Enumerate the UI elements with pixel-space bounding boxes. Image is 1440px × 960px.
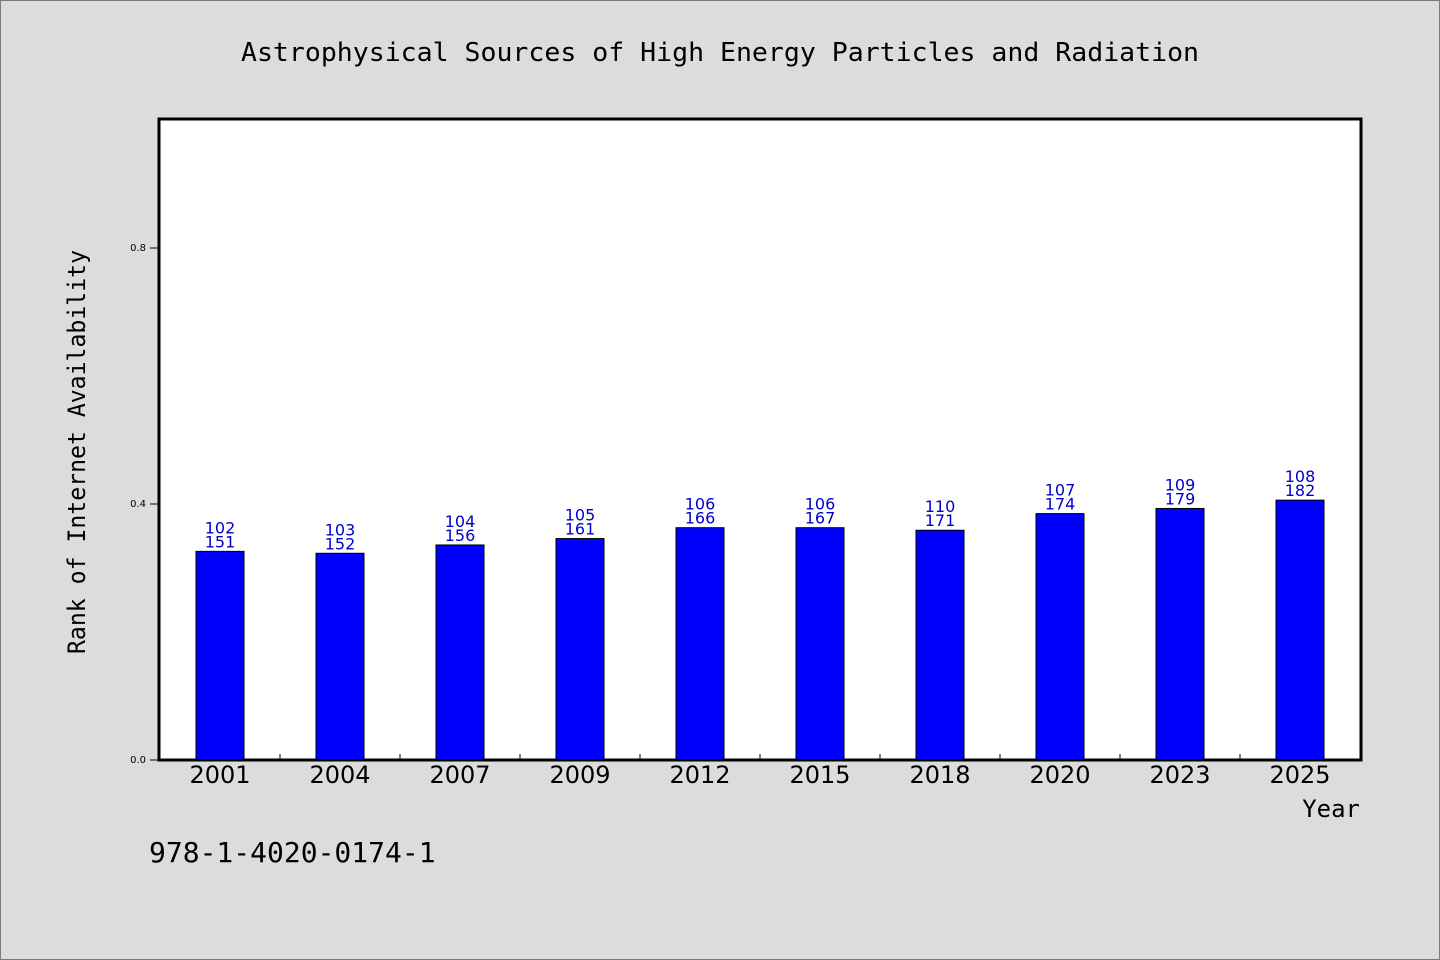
bar-2015 [795, 527, 845, 761]
data-label-bottom-2025: 182 [1285, 481, 1316, 500]
data-labels-layer: 1021511031521041561051611061661061671101… [205, 467, 1316, 553]
bar-2020 [1035, 513, 1085, 761]
bar-2025 [1275, 499, 1325, 761]
x-axis-label: Year [1302, 795, 1360, 823]
data-label-bottom-2004: 152 [325, 534, 356, 553]
data-label-top-2012: 106 [685, 495, 716, 514]
data-label-top-2009: 105 [565, 506, 596, 525]
x-tick-label-2018: 2018 [909, 761, 970, 789]
data-label-top-2004: 103 [325, 520, 356, 539]
x-axis: 2001 2004 2007 2009 2012 2015 2018 2020 2023 2025 [189, 754, 1331, 789]
data-label-top-2025: 108 [1285, 467, 1316, 486]
x-tick-label-2020: 2020 [1029, 761, 1090, 789]
data-label-top-2023: 109 [1165, 475, 1196, 494]
data-label-bottom-2012: 166 [685, 509, 716, 528]
bar-2023 [1155, 507, 1205, 761]
y-axis: 0.0 0.4 0.8 [130, 243, 160, 766]
x-tick-label-2015: 2015 [789, 761, 850, 789]
y-tick-label: 0.0 [130, 755, 146, 766]
data-label-top-2001: 102 [205, 518, 236, 537]
x-tick-label-2025: 2025 [1269, 761, 1330, 789]
bar-2009 [555, 538, 605, 761]
bar-2004 [315, 552, 365, 761]
x-tick-label-2009: 2009 [549, 761, 610, 789]
data-label-bottom-2023: 179 [1165, 489, 1196, 508]
data-label-bottom-2015: 167 [805, 509, 836, 528]
data-label-bottom-2001: 151 [205, 532, 236, 551]
chart-title: Astrophysical Sources of High Energy Par… [241, 38, 1199, 68]
x-tick-label-2012: 2012 [669, 761, 730, 789]
data-label-top-2018: 110 [925, 497, 956, 516]
x-tick-label-2004: 2004 [309, 761, 370, 789]
bar-2001 [195, 550, 245, 761]
data-label-bottom-2018: 171 [925, 511, 956, 530]
data-label-top-2015: 106 [805, 495, 836, 514]
bar-2012 [675, 527, 725, 761]
data-label-top-2020: 107 [1045, 481, 1076, 500]
y-axis-label: Rank of Internet Availability [63, 250, 91, 654]
bars-layer [195, 499, 1325, 761]
data-label-bottom-2020: 174 [1045, 495, 1076, 514]
bar-2018 [915, 529, 965, 761]
x-tick-label-2023: 2023 [1149, 761, 1210, 789]
y-tick-label: 0.8 [130, 243, 146, 254]
data-label-top-2007: 104 [445, 512, 476, 531]
bar-2007 [435, 544, 485, 761]
y-tick-label: 0.4 [130, 499, 146, 510]
x-tick-label-2007: 2007 [429, 761, 490, 789]
isbn-annotation: 978-1-4020-0174-1 [149, 836, 436, 869]
data-label-bottom-2009: 161 [565, 520, 596, 539]
x-tick-label-2001: 2001 [189, 761, 250, 789]
data-label-bottom-2007: 156 [445, 526, 476, 545]
